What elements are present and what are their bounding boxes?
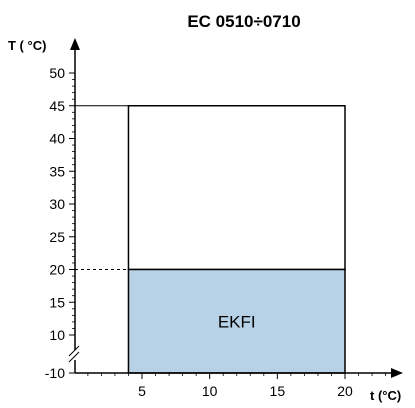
y-tick-label: 15 <box>49 294 65 310</box>
x-tick-label: 5 <box>138 383 146 399</box>
x-tick-label: 20 <box>337 383 353 399</box>
y-tick-label: 25 <box>49 229 65 245</box>
x-tick-label: 15 <box>270 383 286 399</box>
y-tick-label: 45 <box>49 98 65 114</box>
y-tick-label: 30 <box>49 196 65 212</box>
y-tick-label: 40 <box>49 131 65 147</box>
y-axis-title: T ( °C) <box>8 38 46 53</box>
y-tick-label: 10 <box>49 327 65 343</box>
axis-break-gap <box>69 350 81 360</box>
chart-title: EC 0510÷0710 <box>187 12 300 31</box>
x-tick-label: 10 <box>202 383 218 399</box>
axis-break-mark <box>68 345 80 357</box>
y-tick-label: 50 <box>49 65 65 81</box>
y-tick-label: -10 <box>45 365 65 381</box>
x-axis-title: t (°C) <box>370 388 401 403</box>
x-axis-arrow <box>391 368 403 378</box>
region-1 <box>127 268 346 374</box>
region-label: EKFI <box>218 312 256 331</box>
y-tick-label: 20 <box>49 262 65 278</box>
region-0 <box>127 105 346 271</box>
plot-area: EKFI -10 10 15 20 25 30 35 40 45 50 5 10 15 20 <box>45 38 403 399</box>
y-axis-arrow <box>70 38 80 50</box>
axis-break-mark <box>68 351 80 363</box>
y-tick-label: 35 <box>49 163 65 179</box>
